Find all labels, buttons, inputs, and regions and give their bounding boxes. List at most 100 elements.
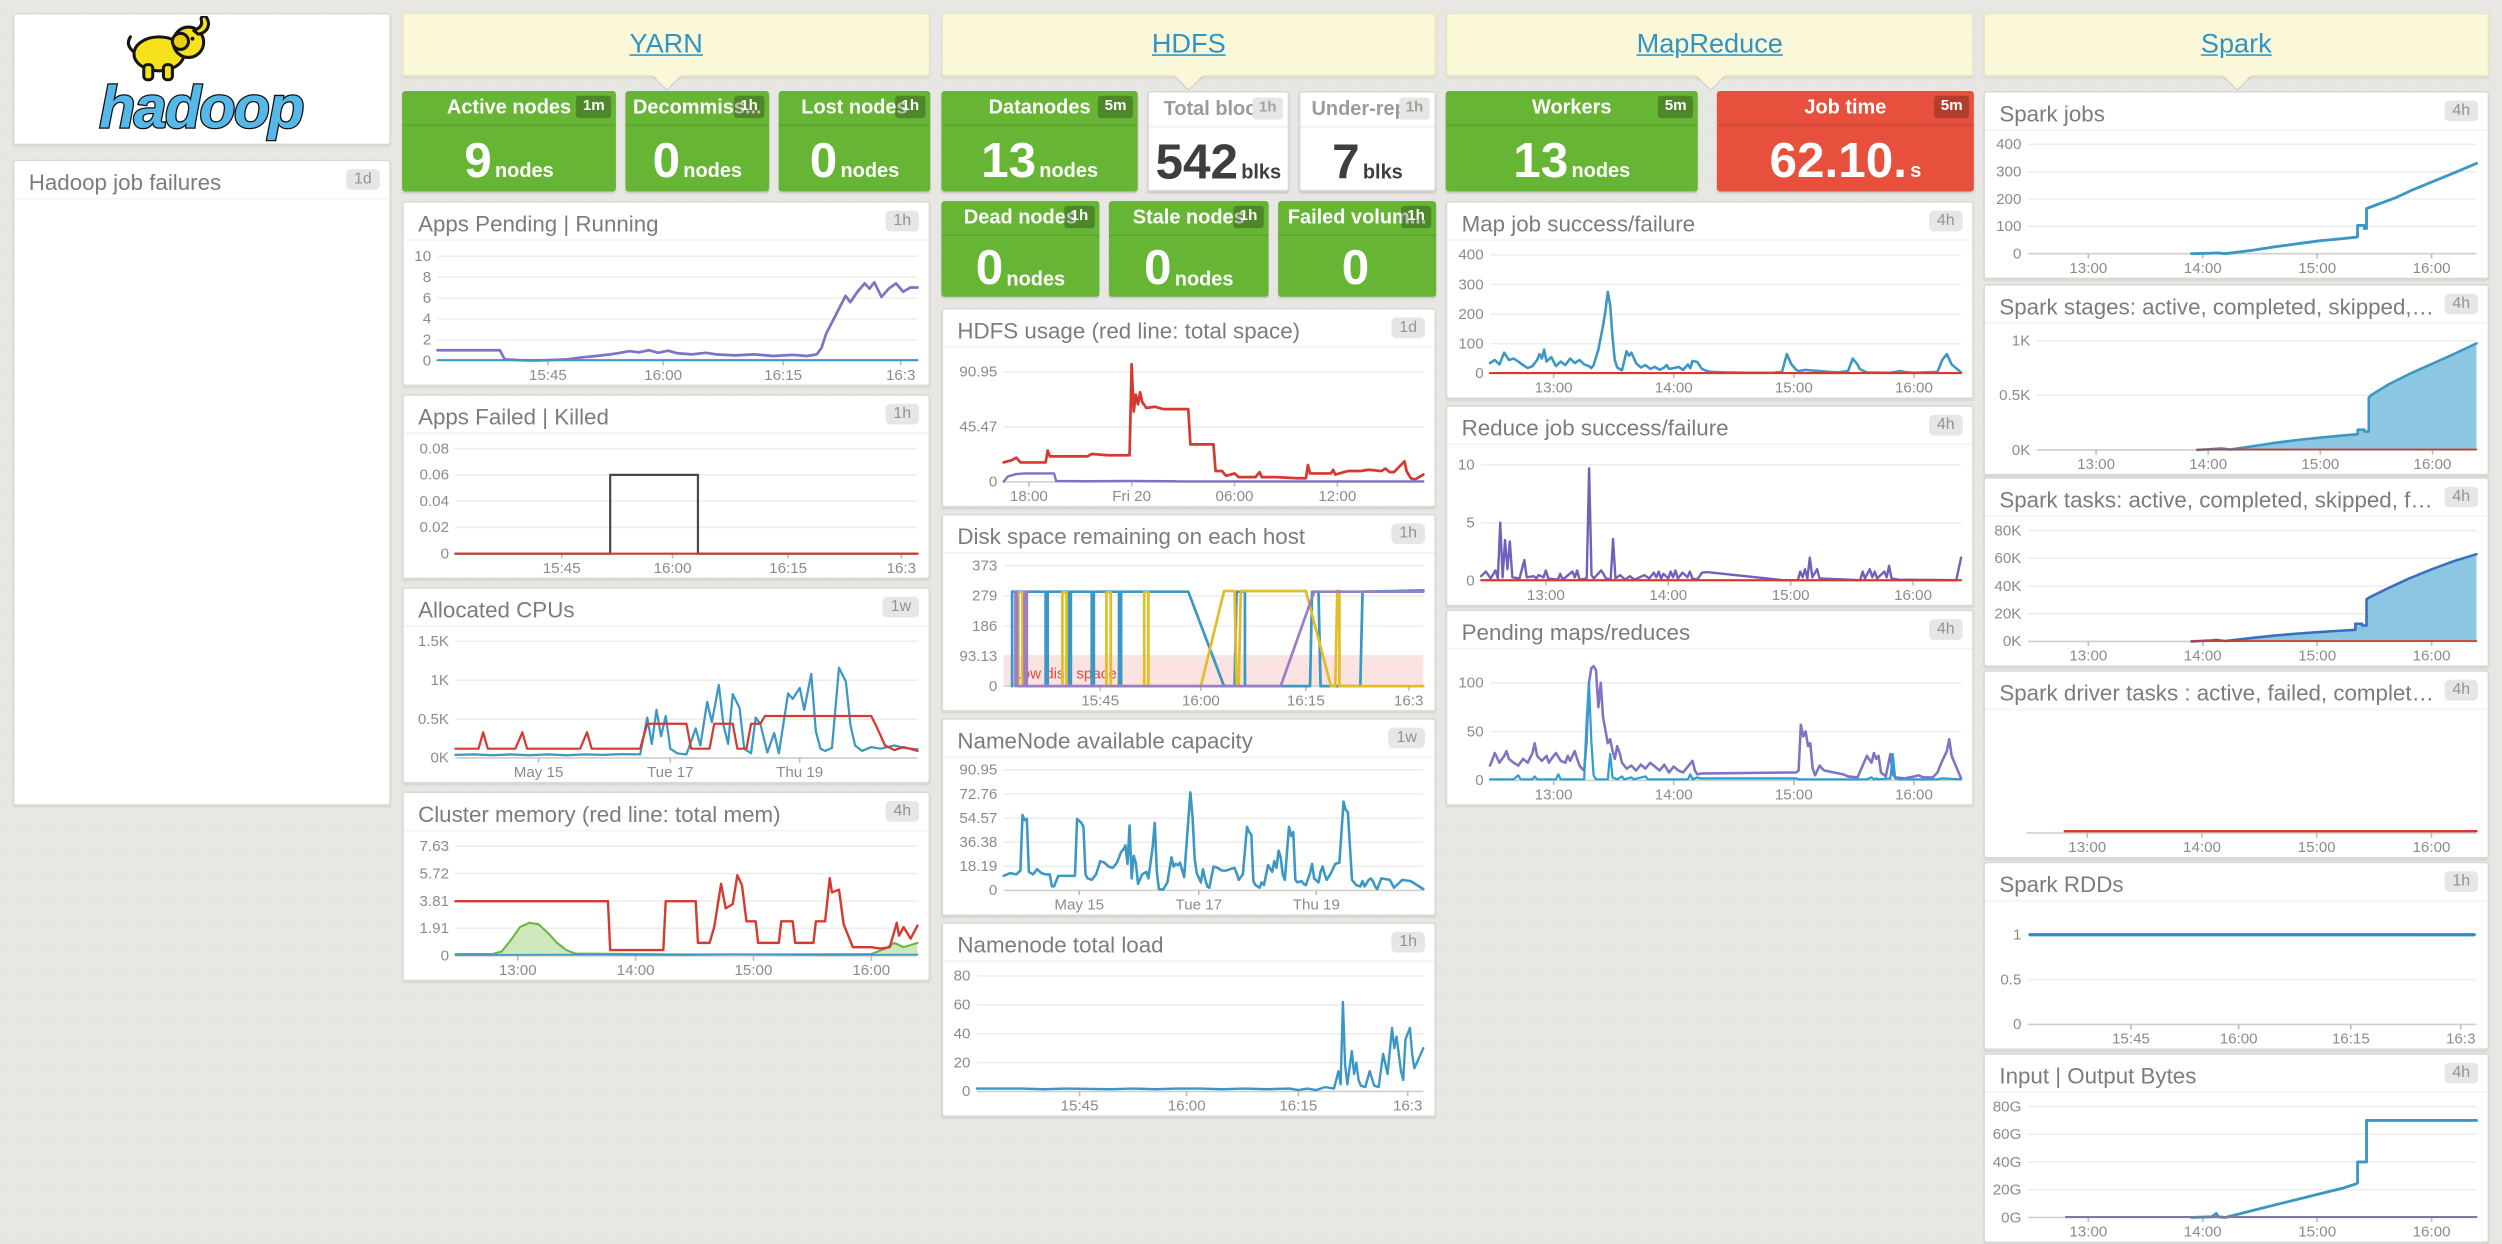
svg-text:16:00: 16:00 bbox=[2414, 456, 2452, 473]
svg-text:15:00: 15:00 bbox=[1775, 380, 1813, 397]
hdfs-link[interactable]: HDFS bbox=[1151, 28, 1226, 60]
tile-stale-nodes[interactable]: Stale nodes 1h 0 nodes bbox=[1108, 201, 1269, 297]
hdfs-usage-plot[interactable]: 0 45.47 90.95 18:00 Fri 20 06:00 12:00 bbox=[943, 348, 1434, 506]
svg-text:300: 300 bbox=[1996, 163, 2021, 180]
namenode-load-plot[interactable]: 0 20 40 60 80 15:45 16:00 16:15 16:3 bbox=[943, 962, 1434, 1115]
svg-text:0.06: 0.06 bbox=[420, 467, 449, 484]
chart-panel-reduce-jobs: Reduce job success/failure 4h 0 5 10 13:00 1… bbox=[1445, 405, 1974, 607]
spark-jobs-plot[interactable]: 0 100 200 300 400 13:00 14:00 15:00 16:00 bbox=[1985, 131, 2488, 278]
io-bytes-plot[interactable]: 0G 20G 40G 60G 80G 13:00 14:00 15:00 16:00 bbox=[1985, 1093, 2488, 1241]
svg-text:6: 6 bbox=[423, 290, 431, 307]
svg-text:186: 186 bbox=[972, 618, 997, 635]
allocated-cpus-plot[interactable]: 0K 0.5K 1K 1.5K May 15 Tue 17 Thu 19 bbox=[404, 627, 929, 782]
timeframe-badge[interactable]: 1h bbox=[1391, 523, 1425, 545]
spark-stages-plot[interactable]: 0K 0.5K 1K 13:00 14:00 15:00 16:00 bbox=[1985, 324, 2488, 474]
spark-rdds-plot[interactable]: 0 0.5 1 15:45 16:00 16:15 16:3 bbox=[1985, 902, 2488, 1049]
tile-failed-volumes[interactable]: Failed volum... 1h 0 bbox=[1278, 201, 1437, 297]
cluster-memory-plot[interactable]: 0 1.91 3.81 5.72 7.63 13:00 14:00 15:00 16:00 bbox=[404, 831, 929, 979]
apps-failed-plot[interactable]: 0 0.02 0.04 0.06 0.08 15:45 16:00 16:15 16:3 bbox=[404, 434, 929, 578]
timeframe-badge[interactable]: 1d bbox=[1391, 317, 1425, 339]
tile-total-blocks[interactable]: Total bloc... 1h 542 blks bbox=[1147, 90, 1290, 192]
namenode-capacity-plot[interactable]: 0 18.19 36.38 54.57 72.76 90.95 May 15 Tue 17 Th… bbox=[943, 758, 1434, 914]
yarn-link[interactable]: YARN bbox=[629, 28, 703, 60]
timeframe-badge[interactable]: 4h bbox=[2444, 100, 2479, 122]
svg-text:Thu 19: Thu 19 bbox=[776, 764, 823, 781]
tile-unit: nodes bbox=[1174, 267, 1234, 290]
svg-text:Thu 19: Thu 19 bbox=[1293, 897, 1340, 914]
chart-title: Cluster memory (red line: total mem) bbox=[418, 801, 781, 827]
reduce-jobs-plot[interactable]: 0 5 10 13:00 14:00 15:00 16:00 bbox=[1447, 445, 1972, 605]
svg-text:0: 0 bbox=[1466, 573, 1474, 590]
tile-label: Datanodes bbox=[988, 95, 1091, 119]
svg-text:14:00: 14:00 bbox=[2184, 648, 2222, 665]
tile-workers[interactable]: Workers 5m 13 nodes bbox=[1445, 90, 1698, 192]
timeframe-badge[interactable]: 1h bbox=[1399, 97, 1430, 120]
svg-text:15:00: 15:00 bbox=[2301, 456, 2339, 473]
svg-text:13:00: 13:00 bbox=[1527, 587, 1565, 604]
svg-text:15:00: 15:00 bbox=[2298, 1224, 2336, 1241]
tile-label: Under-rep... bbox=[1311, 97, 1424, 120]
svg-text:7.63: 7.63 bbox=[420, 838, 449, 855]
mapreduce-link[interactable]: MapReduce bbox=[1636, 28, 1783, 60]
timeframe-badge[interactable]: 1h bbox=[1391, 931, 1425, 953]
timeframe-badge[interactable]: 1h bbox=[885, 403, 920, 425]
svg-text:15:45: 15:45 bbox=[1061, 1098, 1099, 1115]
spark-link[interactable]: Spark bbox=[2200, 28, 2272, 60]
spark-driver-plot[interactable]: 13:00 14:00 15:00 16:00 bbox=[1985, 710, 2488, 857]
timeframe-badge[interactable]: 5m bbox=[1934, 95, 1970, 119]
timeframe-badge[interactable]: 4h bbox=[2444, 679, 2479, 701]
timeframe-badge[interactable]: 1m bbox=[576, 95, 612, 119]
chart-panel-allocated-cpus: Allocated CPUs 1w 0K 0.5K 1K 1.5K May 15 Tue … bbox=[402, 587, 931, 784]
timeframe-badge[interactable]: 5m bbox=[1658, 95, 1693, 119]
timeframe-badge[interactable]: 1w bbox=[882, 596, 920, 618]
logo-card[interactable]: hadoop bbox=[12, 12, 391, 146]
timeframe-badge[interactable]: 4h bbox=[885, 801, 920, 822]
map-jobs-plot[interactable]: 0 100 200 300 400 13:00 14:00 15:00 16:00 bbox=[1447, 241, 1972, 397]
timeframe-badge[interactable]: 5m bbox=[1098, 95, 1133, 119]
spark-column: Spark Spark jobs 4h 0 100 200 300 400 13:00 14… bbox=[1983, 0, 2490, 1244]
tile-active-nodes[interactable]: Active nodes 1m 9 nodes bbox=[402, 90, 616, 192]
timeframe-badge[interactable]: 4h bbox=[1928, 210, 1963, 232]
pending-maps-plot[interactable]: 0 50 100 13:00 14:00 15:00 16:00 bbox=[1447, 649, 1972, 804]
tile-value: 0 bbox=[652, 131, 681, 188]
tile-label: Total bloc... bbox=[1163, 97, 1273, 120]
spark-tasks-plot[interactable]: 0K 20K 40K 60K 80K 13:00 14:00 15:00 16:00 bbox=[1985, 517, 2488, 665]
timeframe-badge[interactable]: 1w bbox=[1388, 727, 1425, 749]
timeframe-badge[interactable]: 4h bbox=[2444, 1062, 2479, 1084]
disk-space-plot[interactable]: Low disk space 0 93.13 186 279 373 15:45 16:00 1… bbox=[943, 554, 1434, 710]
tile-decommissioned-nodes[interactable]: Decommiss... 1h 0 nodes bbox=[625, 90, 770, 192]
tile-dead-nodes[interactable]: Dead nodes 1h 0 nodes bbox=[941, 201, 1100, 297]
timeframe-badge[interactable]: 4h bbox=[2444, 293, 2479, 315]
svg-text:80G: 80G bbox=[1993, 1098, 2022, 1115]
svg-text:15:45: 15:45 bbox=[1081, 692, 1119, 709]
svg-text:15:00: 15:00 bbox=[1772, 587, 1810, 604]
svg-text:14:00: 14:00 bbox=[2189, 456, 2227, 473]
svg-text:13:00: 13:00 bbox=[2069, 648, 2107, 665]
tile-job-time[interactable]: Job time 5m 62.10. s bbox=[1716, 90, 1974, 192]
svg-text:0: 0 bbox=[2013, 245, 2021, 262]
timeframe-badge[interactable]: 1h bbox=[885, 210, 920, 232]
timeframe-badge[interactable]: 1h bbox=[895, 95, 926, 119]
timeframe-badge[interactable]: 1d bbox=[346, 169, 380, 190]
timeframe-badge[interactable]: 1h bbox=[733, 95, 765, 119]
tile-label: Job time bbox=[1804, 95, 1887, 119]
timeframe-badge[interactable]: 4h bbox=[2444, 486, 2479, 508]
svg-text:8: 8 bbox=[423, 269, 431, 286]
timeframe-badge[interactable]: 1h bbox=[2444, 871, 2479, 892]
tile-datanodes[interactable]: Datanodes 5m 13 nodes bbox=[941, 90, 1138, 192]
svg-text:15:45: 15:45 bbox=[2112, 1031, 2150, 1048]
timeframe-badge[interactable]: 1h bbox=[1400, 205, 1432, 229]
timeframe-badge[interactable]: 1h bbox=[1233, 205, 1264, 229]
apps-pending-plot[interactable]: 0 2 4 6 8 10 15:45 16:00 16:15 16:3 bbox=[404, 241, 929, 385]
timeframe-badge[interactable]: 1h bbox=[1064, 205, 1095, 229]
svg-text:14:00: 14:00 bbox=[2184, 260, 2222, 277]
chart-title: Namenode total load bbox=[957, 931, 1164, 958]
tile-under-replicated[interactable]: Under-rep... 1h 7 blks bbox=[1298, 90, 1437, 192]
timeframe-badge[interactable]: 4h bbox=[1928, 619, 1963, 640]
timeframe-badge[interactable]: 4h bbox=[1928, 414, 1963, 436]
timeframe-badge[interactable]: 1h bbox=[1252, 97, 1283, 120]
hdfs-column: HDFS Datanodes 5m 13 nodes Total bloc... … bbox=[941, 0, 1437, 1117]
tile-lost-nodes[interactable]: Lost nodes 1h 0 nodes bbox=[778, 90, 931, 192]
tile-value: 542 bbox=[1155, 133, 1239, 190]
